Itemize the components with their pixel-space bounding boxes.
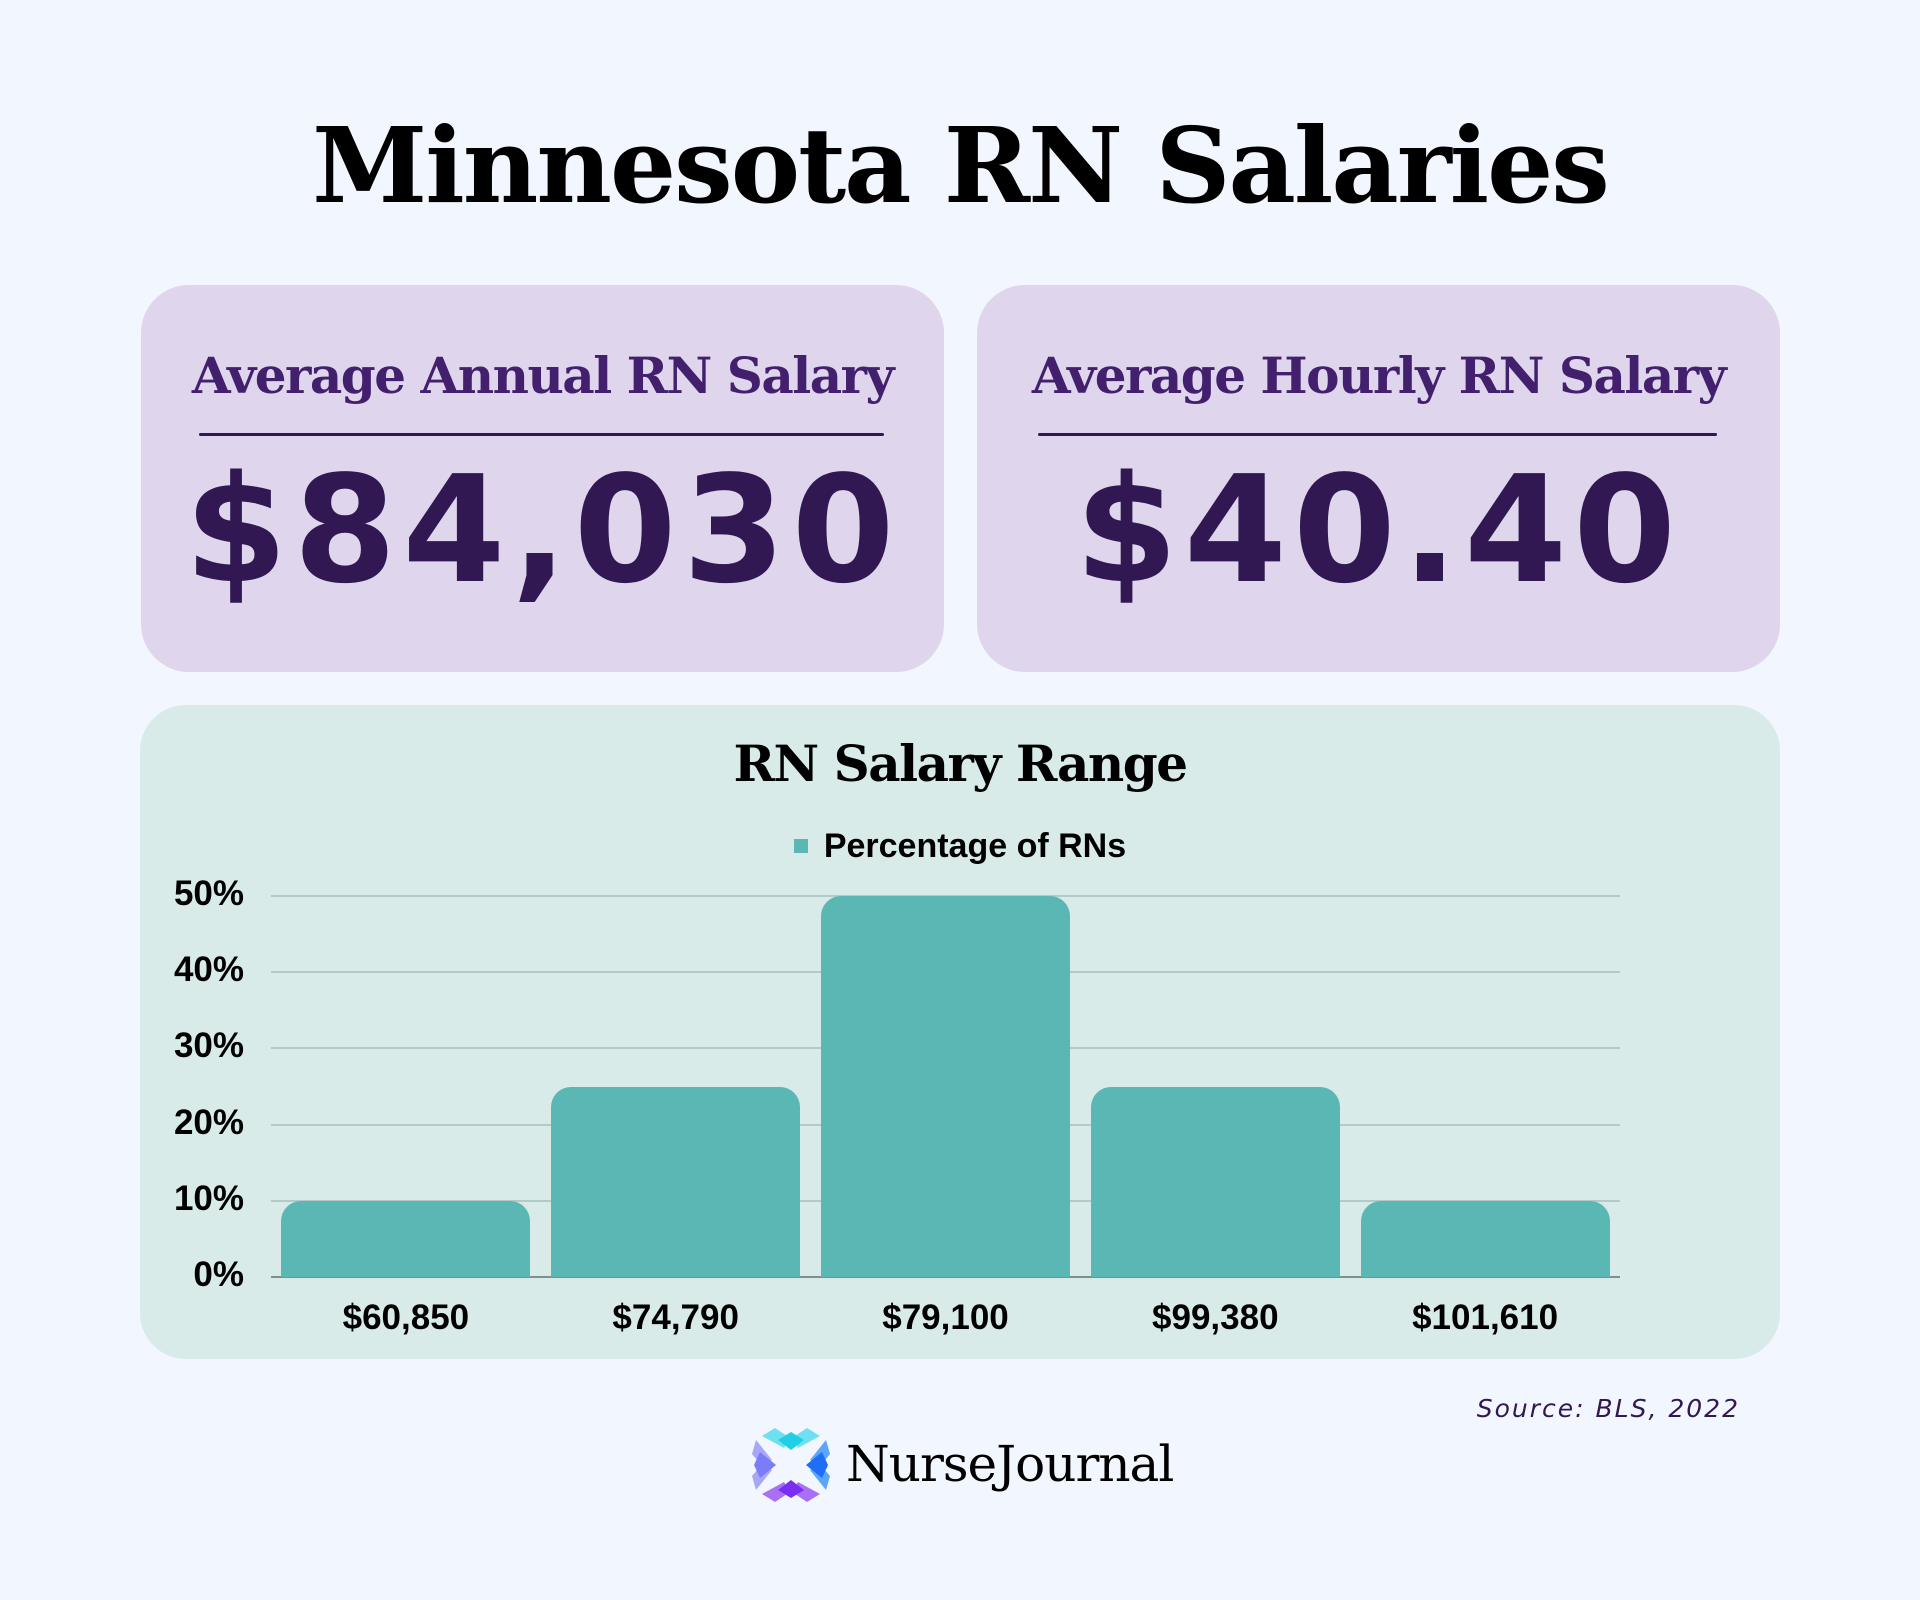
y-axis-tick-label: 40% [173, 950, 244, 990]
y-axis-tick-label: 10% [173, 1178, 244, 1218]
card-divider [199, 433, 884, 436]
x-axis-line [271, 1276, 1620, 1278]
nursejournal-x-petals-icon [752, 1428, 830, 1502]
bar[interactable] [1090, 1086, 1340, 1277]
card-divider [1038, 433, 1717, 436]
source-citation: Source: BLS, 2022 [1476, 1394, 1740, 1423]
x-axis-tick-label: $79,100 [882, 1298, 1009, 1337]
x-axis-tick-label: $101,610 [1412, 1298, 1559, 1337]
legend-label: Percentage of RNs [823, 827, 1127, 865]
x-axis-tick-label: $74,790 [612, 1298, 739, 1337]
page-title: Minnesota RN Salaries [312, 104, 1610, 227]
nursejournal-logo: NurseJournal [752, 1428, 1174, 1508]
bar[interactable] [1360, 1200, 1610, 1277]
y-axis-tick-label: 20% [173, 1102, 244, 1142]
hourly-salary-value: $40.40 [1074, 444, 1683, 616]
legend-swatch-icon [793, 839, 808, 853]
y-axis-tick-label: 30% [173, 1026, 244, 1066]
x-axis-tick-label: $99,380 [1152, 1298, 1279, 1337]
y-axis-tick-label: 0% [193, 1255, 244, 1294]
y-axis-tick-label: 50% [173, 874, 244, 913]
logo-wordmark: NurseJournal [846, 1435, 1174, 1493]
bar[interactable] [551, 1086, 801, 1277]
annual-salary-card: Average Annual RN Salary $84,030 [141, 285, 944, 672]
hourly-salary-card: Average Hourly RN Salary $40.40 [977, 285, 1780, 672]
x-axis-tick-label: $60,850 [342, 1298, 470, 1337]
annual-salary-card-title: Average Annual RN Salary [191, 346, 895, 405]
chart-legend: Percentage of RNs [0, 826, 1920, 866]
bar[interactable] [821, 896, 1070, 1277]
hourly-salary-card-title: Average Hourly RN Salary [1031, 346, 1727, 405]
bar[interactable] [281, 1200, 531, 1277]
chart-title: RN Salary Range [733, 734, 1188, 793]
annual-salary-value: $84,030 [184, 444, 901, 616]
